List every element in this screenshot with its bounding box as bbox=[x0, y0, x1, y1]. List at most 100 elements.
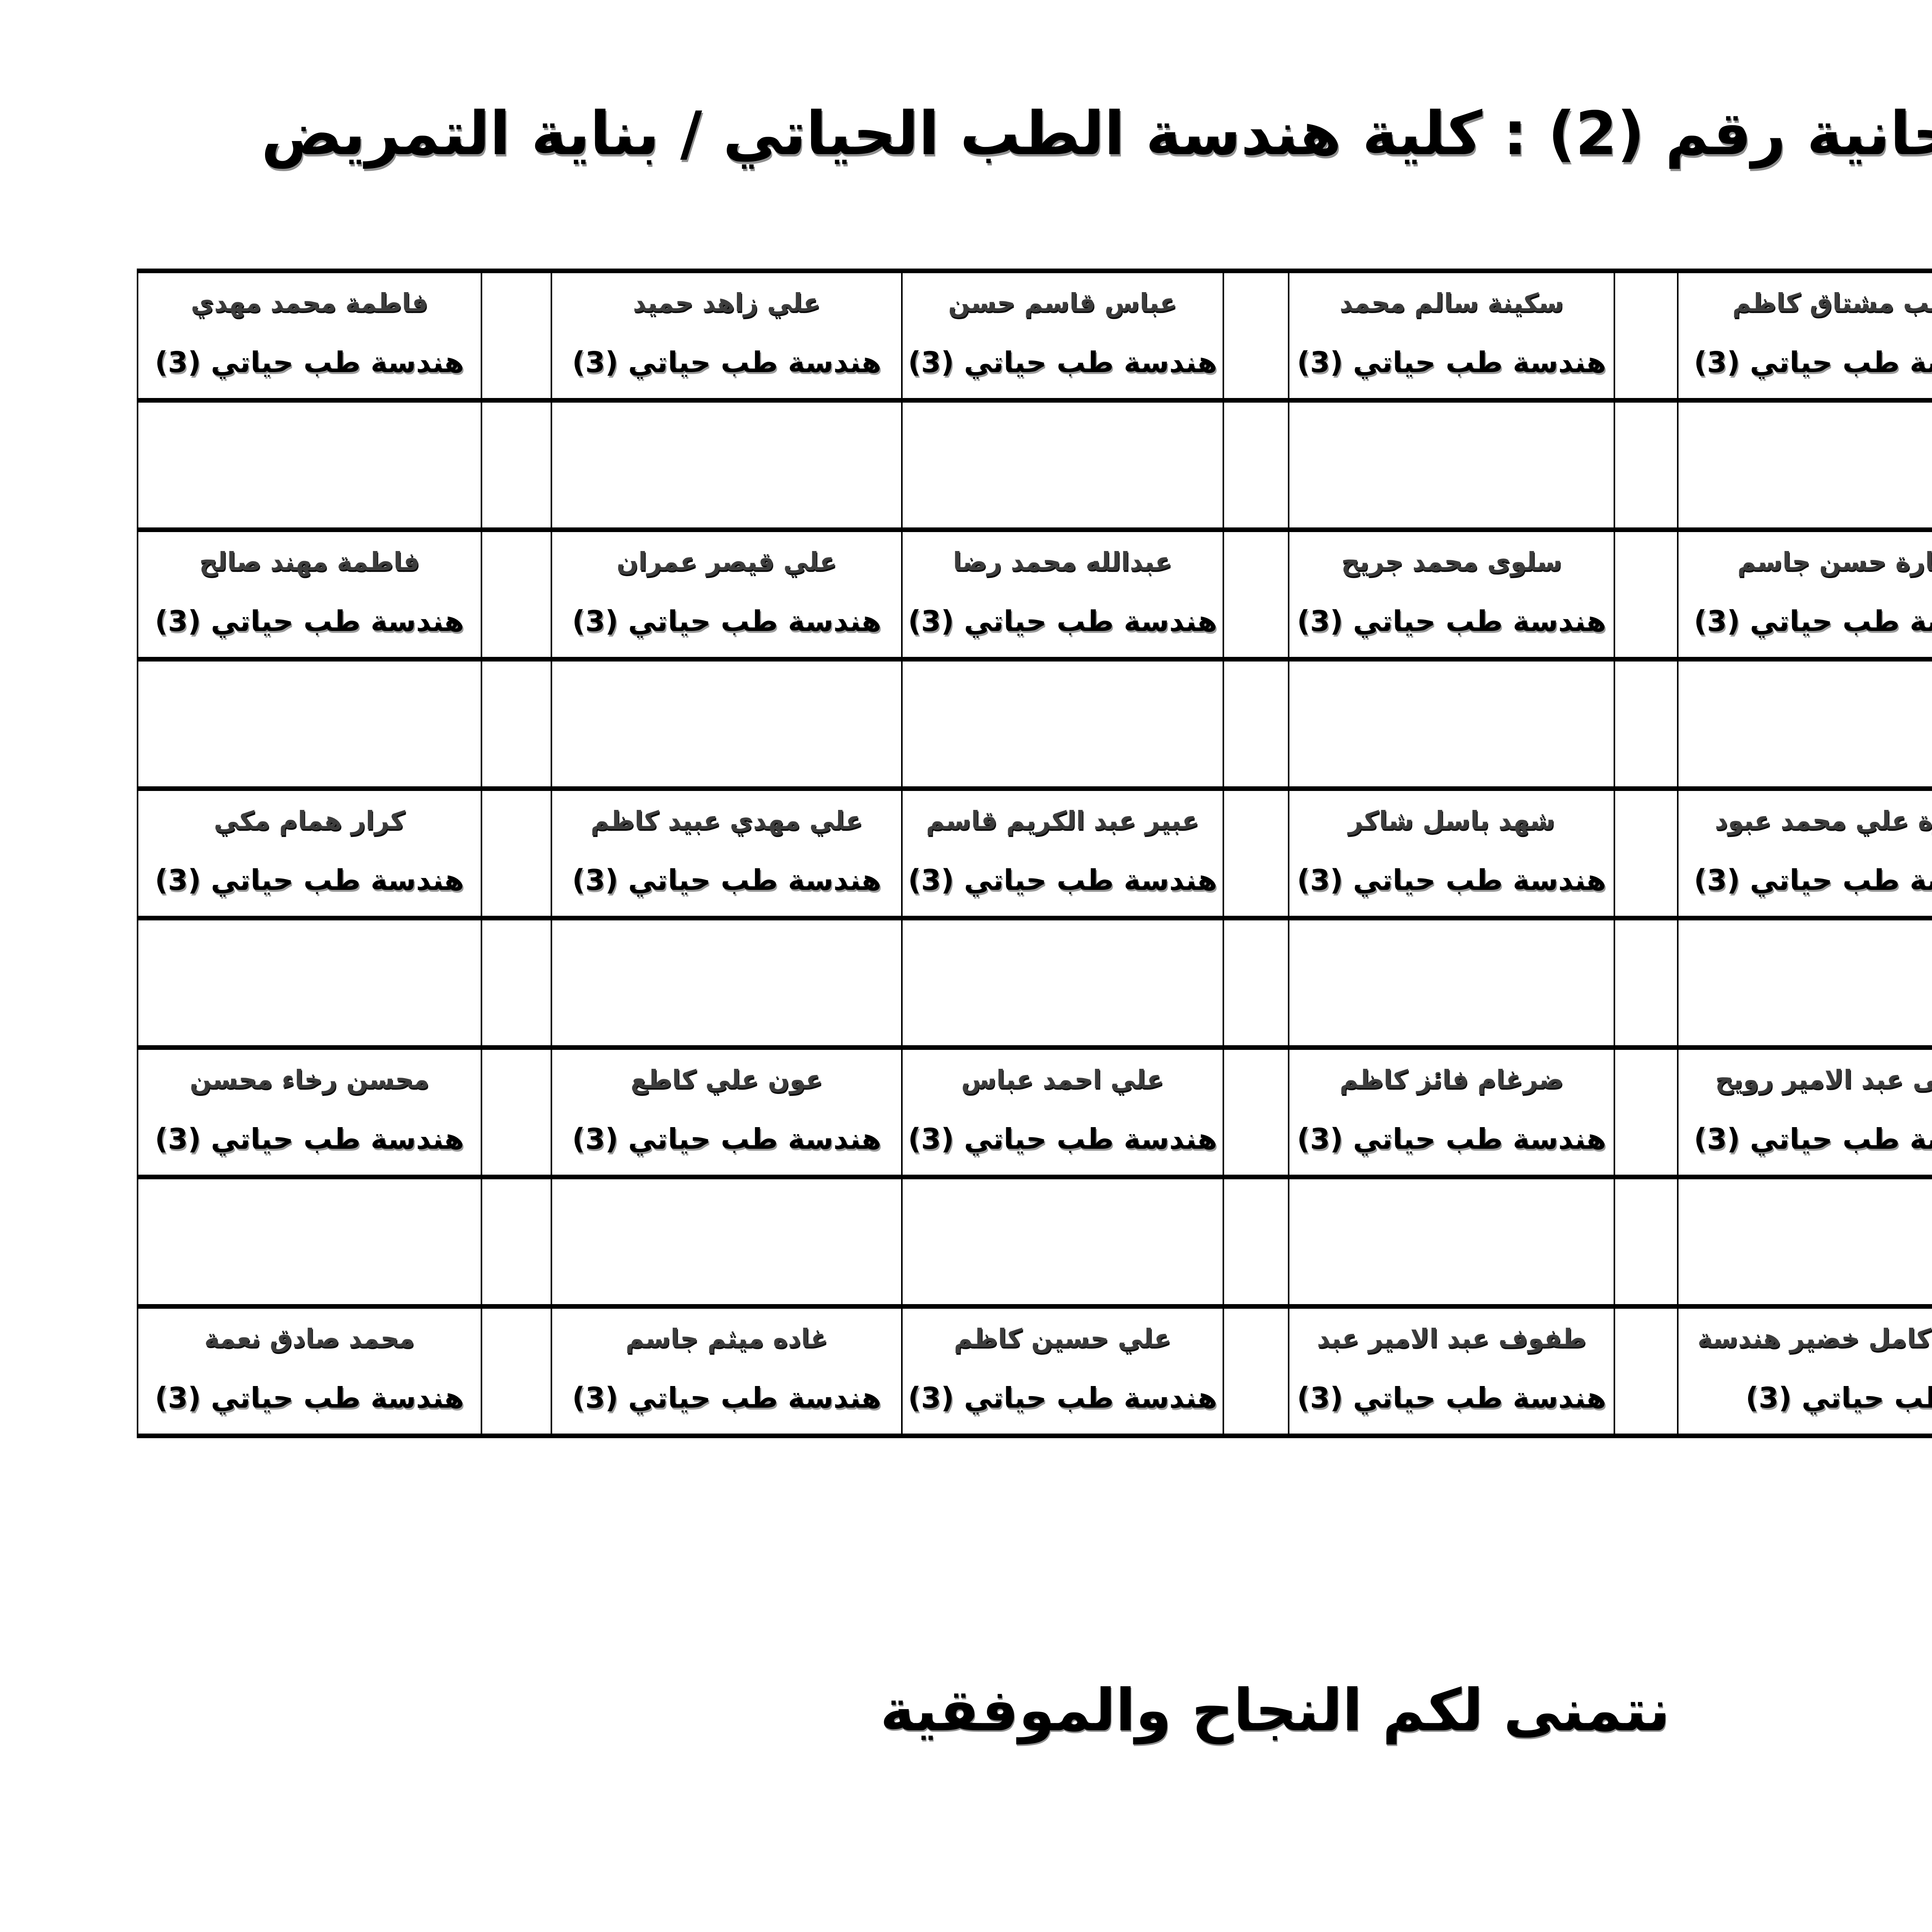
good-luck-message: نتمنى لكم النجاح والموفقية bbox=[880, 1677, 1670, 1744]
spacer-cell bbox=[1222, 527, 1290, 662]
student-name: عبدالله محمد رضا bbox=[953, 547, 1172, 577]
empty-cell bbox=[137, 916, 482, 1050]
seat-row: زينب صفاء حسينهندسة طب حياتي (3) سارة عل… bbox=[137, 786, 1932, 920]
empty-cell bbox=[137, 1175, 482, 1309]
spacer-cell bbox=[480, 1304, 553, 1438]
empty-cell bbox=[137, 398, 482, 532]
empty-cell bbox=[480, 916, 553, 1050]
seat-row: زينب مرسال عبدالحميدهندسة طب حياتي (3) س… bbox=[137, 1304, 1932, 1438]
student-name: علي قيصر عمران bbox=[616, 547, 837, 577]
seat-cell: محمد صادق نعمة هندسة طب حياتي (3) bbox=[137, 1304, 482, 1438]
student-name: ضرغام فائز كاظم bbox=[1339, 1065, 1564, 1094]
spacer-cell bbox=[1614, 786, 1679, 920]
empty-cell bbox=[1614, 398, 1679, 532]
student-program: هندسة طب حياتي (3) bbox=[1297, 1381, 1606, 1415]
seat-cell: علي مهدي عبيد كاظم هندسة طب حياتي (3) bbox=[551, 786, 903, 920]
empty-cell bbox=[1677, 398, 1932, 532]
student-program: هندسة طب حياتي (3) bbox=[572, 864, 881, 897]
seat-cell: سلوى محمد جريح هندسة طب حياتي (3) bbox=[1288, 527, 1616, 662]
seat-cell: محسن رخاء محسن هندسة طب حياتي (3) bbox=[137, 1045, 482, 1179]
spacer-cell bbox=[480, 269, 553, 403]
student-program: هندسة طب حياتي (3) bbox=[155, 1122, 464, 1156]
page-title: القاعة الإمتحانية رقم (2) : كلية هندسة ا… bbox=[261, 99, 1932, 168]
empty-cell bbox=[1677, 916, 1932, 1050]
student-name: محمد صادق نعمة bbox=[204, 1323, 415, 1353]
empty-cell bbox=[480, 1175, 553, 1309]
student-program: هندسة طب حياتي (3) bbox=[572, 605, 881, 638]
seat-row: زينب حمزة اموريهندسة طب حياتي (3) زينب م… bbox=[137, 269, 1932, 403]
student-name: علي حسين كاظم bbox=[954, 1323, 1172, 1353]
student-name: علي زاهد حميد bbox=[633, 288, 821, 318]
student-name: محسن رخاء محسن bbox=[189, 1065, 429, 1094]
seat-cell: سارة حسن جاسم هندسة طب حياتي (3) bbox=[1677, 527, 1932, 662]
student-name: فاطمة محمد مهدي bbox=[190, 288, 428, 318]
student-program: هندسة طب حياتي (3) bbox=[1297, 346, 1606, 379]
student-name: سلوى محمد جريح bbox=[1341, 547, 1562, 577]
seat-cell: سكينة سالم محمد هندسة طب حياتي (3) bbox=[1288, 269, 1616, 403]
spacer-cell bbox=[480, 527, 553, 662]
seat-cell: علي حسين كاظم هندسة طب حياتي (3) bbox=[901, 1304, 1224, 1438]
seat-cell: علي زاهد حميد هندسة طب حياتي (3) bbox=[551, 269, 903, 403]
student-program: هندسة طب حياتي (3) bbox=[1297, 864, 1606, 897]
student-program: هندسة طب حياتي (3) bbox=[572, 1381, 881, 1415]
student-program: هندسة طب حياتي (3) bbox=[908, 1122, 1218, 1156]
student-name: شهد باسل شاكر bbox=[1348, 806, 1555, 835]
empty-cell bbox=[480, 398, 553, 532]
empty-cell bbox=[137, 657, 482, 791]
spacer-cell bbox=[1222, 1045, 1290, 1179]
empty-cell bbox=[1614, 916, 1679, 1050]
seat-cell: سجى عبد الامير رويح هندسة طب حياتي (3) bbox=[1677, 1045, 1932, 1179]
student-program: هندسة طب حياتي (3) bbox=[572, 346, 881, 379]
student-program: هندسة طب حياتي (3) bbox=[572, 1122, 881, 1156]
seat-cell: غاده ميثم جاسم هندسة طب حياتي (3) bbox=[551, 1304, 903, 1438]
seat-cell: عبدالله محمد رضا هندسة طب حياتي (3) bbox=[901, 527, 1224, 662]
seat-cell: علي احمد عباس هندسة طب حياتي (3) bbox=[901, 1045, 1224, 1179]
student-name: طفوف عبد الامير عبد bbox=[1316, 1323, 1587, 1353]
empty-cell bbox=[1677, 657, 1932, 791]
student-name: غاده ميثم جاسم bbox=[625, 1323, 828, 1353]
seating-table: زينب حمزة اموريهندسة طب حياتي (3) زينب م… bbox=[137, 269, 1932, 1438]
student-name: سجى عبد الامير رويح bbox=[1715, 1065, 1932, 1094]
student-name: سكينة سالم محمد bbox=[1339, 288, 1564, 318]
student-program: هندسة طب حياتي (3) bbox=[155, 864, 464, 897]
seat-cell: عون علي كاطع هندسة طب حياتي (3) bbox=[551, 1045, 903, 1179]
empty-cell bbox=[1677, 1175, 1932, 1309]
student-program: هندسة طب حياتي (3) bbox=[908, 346, 1218, 379]
seat-cell: ضرغام فائز كاظم هندسة طب حياتي (3) bbox=[1288, 1045, 1616, 1179]
empty-cell bbox=[480, 657, 553, 791]
student-name: زينب مشتاق كاظم bbox=[1732, 288, 1932, 318]
empty-cell bbox=[1222, 1175, 1290, 1309]
empty-row bbox=[137, 916, 1932, 1050]
student-program: هندسة طب حياتي (3) bbox=[908, 1381, 1218, 1415]
empty-cell bbox=[901, 398, 1224, 532]
spacer-cell bbox=[1222, 1304, 1290, 1438]
student-program: هندسة طب حياتي (3) bbox=[1694, 346, 1932, 379]
empty-cell bbox=[1222, 916, 1290, 1050]
student-program: هندسة طب حياتي (3) bbox=[1694, 864, 1932, 897]
spacer-cell bbox=[1614, 1304, 1679, 1438]
empty-cell bbox=[551, 657, 903, 791]
empty-cell bbox=[551, 916, 903, 1050]
empty-cell bbox=[901, 916, 1224, 1050]
student-name: علي مهدي عبيد كاظم bbox=[590, 806, 863, 835]
seat-cell: عبير عبد الكريم قاسم هندسة طب حياتي (3) bbox=[901, 786, 1224, 920]
empty-cell bbox=[1288, 916, 1616, 1050]
empty-row bbox=[137, 657, 1932, 791]
empty-row bbox=[137, 398, 1932, 532]
student-program: هندسة طب حياتي (3) bbox=[155, 1381, 464, 1415]
student-program: هندسة طب حياتي (3) bbox=[908, 864, 1218, 897]
student-name: عباس قاسم حسن bbox=[948, 288, 1177, 318]
spacer-cell bbox=[1614, 1045, 1679, 1179]
seat-cell: شهد باسل شاكر هندسة طب حياتي (3) bbox=[1288, 786, 1616, 920]
spacer-cell bbox=[480, 1045, 553, 1179]
empty-cell bbox=[1614, 1175, 1679, 1309]
seat-cell: سارة علي محمد عبود هندسة طب حياتي (3) bbox=[1677, 786, 1932, 920]
student-program: هندسة طب حياتي (3) bbox=[1297, 1122, 1606, 1156]
empty-cell bbox=[901, 1175, 1224, 1309]
empty-cell bbox=[551, 398, 903, 532]
student-program: طب حياتي (3) bbox=[1745, 1381, 1932, 1415]
empty-cell bbox=[1288, 1175, 1616, 1309]
